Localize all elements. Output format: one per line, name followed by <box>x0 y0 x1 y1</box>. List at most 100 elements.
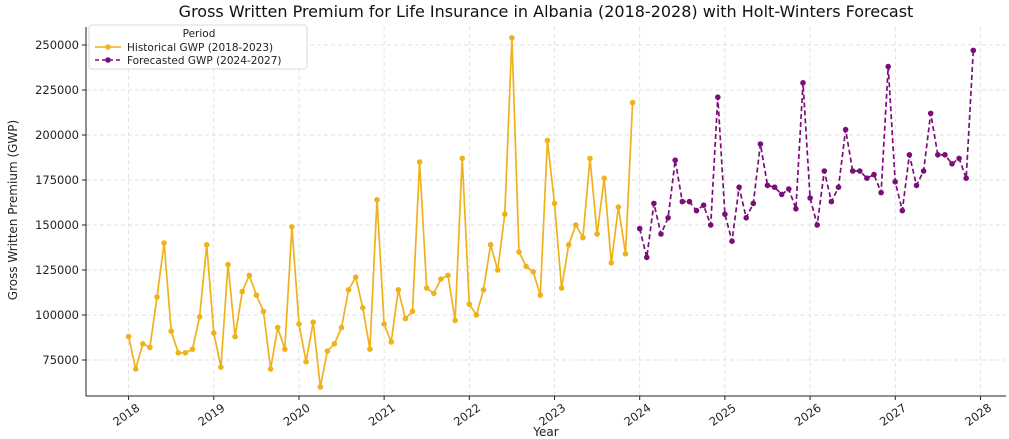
legend: Period Historical GWP (2018-2023) Foreca… <box>88 24 308 70</box>
data-point <box>913 182 920 189</box>
data-point <box>899 207 906 214</box>
data-point <box>594 231 600 237</box>
data-point <box>445 272 451 279</box>
data-point <box>423 285 430 291</box>
data-point <box>494 267 501 273</box>
data-point <box>509 35 515 41</box>
data-point <box>260 308 267 315</box>
data-point <box>800 80 806 86</box>
x-axis-ticks: 2018 2019 2020 2021 2022 2023 2024 2025 2026 2027… <box>110 396 994 429</box>
y-tick-label: 75000 <box>42 353 79 367</box>
data-point <box>743 215 749 221</box>
y-axis-label: Gross Written Premium (GWP) <box>6 120 20 300</box>
data-point <box>431 290 437 297</box>
grid <box>86 27 1006 396</box>
data-point <box>530 269 536 275</box>
data-point <box>161 240 167 246</box>
data-point <box>324 348 331 354</box>
data-point <box>132 366 139 372</box>
data-point <box>857 168 863 174</box>
data-point <box>786 186 792 192</box>
y-tick-label: 250000 <box>35 38 79 52</box>
data-point <box>665 215 671 221</box>
data-point <box>502 211 508 217</box>
chart-title: Gross Written Premium for Life Insurance… <box>179 2 914 21</box>
data-point <box>416 159 423 165</box>
y-tick-label: 125000 <box>35 263 79 277</box>
data-point <box>629 99 636 106</box>
data-point <box>658 231 664 237</box>
data-point <box>821 168 828 174</box>
data-point <box>253 292 260 299</box>
data-point <box>722 211 728 217</box>
data-point <box>807 195 813 201</box>
data-point <box>147 344 153 351</box>
data-point <box>835 184 842 190</box>
data-point <box>374 197 380 203</box>
data-point <box>814 222 820 228</box>
data-point <box>466 301 473 308</box>
data-point <box>239 288 245 295</box>
data-point <box>296 321 302 327</box>
data-point <box>402 315 409 322</box>
x-tick-label: 2026 <box>792 401 824 429</box>
data-point <box>317 384 324 390</box>
data-point <box>282 346 288 353</box>
data-point <box>927 110 934 117</box>
y-axis-ticks: 75000 100000 125000 150000 175000 200000 22500… <box>35 38 86 367</box>
data-point <box>892 179 898 185</box>
x-tick-label: 2027 <box>877 401 909 429</box>
data-point <box>367 346 373 353</box>
data-point <box>885 63 891 70</box>
series-line-forecast <box>638 50 975 259</box>
data-point <box>935 152 941 158</box>
data-point <box>644 254 650 261</box>
data-point <box>218 364 224 371</box>
data-point <box>516 249 522 255</box>
data-point <box>459 155 466 162</box>
data-point <box>168 328 174 335</box>
data-point <box>963 175 969 181</box>
x-tick-label: 2021 <box>366 401 398 429</box>
data-point <box>686 198 693 205</box>
data-point <box>154 294 160 300</box>
data-point <box>140 341 146 347</box>
data-point <box>182 350 189 356</box>
data-point <box>544 137 551 144</box>
legend-title: Period <box>183 28 216 40</box>
data-point <box>700 202 707 208</box>
data-point <box>381 321 387 327</box>
data-point <box>771 184 778 190</box>
y-tick-label: 200000 <box>35 128 79 142</box>
x-tick-label: 2020 <box>281 401 313 429</box>
data-point <box>793 206 799 212</box>
data-point <box>225 261 231 268</box>
data-point <box>878 189 884 196</box>
x-tick-label: 2028 <box>962 401 994 429</box>
data-point <box>203 242 210 248</box>
data-point <box>537 292 544 299</box>
y-tick-label: 150000 <box>35 218 79 232</box>
data-point <box>189 346 196 353</box>
data-point <box>587 155 593 162</box>
data-point <box>331 341 338 347</box>
data-point <box>608 260 615 266</box>
data-point <box>565 242 572 248</box>
data-point <box>750 200 757 207</box>
y-tick-label: 225000 <box>35 83 79 97</box>
data-point <box>693 207 700 214</box>
x-tick-label: 2025 <box>707 401 739 429</box>
data-point <box>622 251 629 257</box>
data-point <box>558 285 565 291</box>
data-point <box>778 191 785 198</box>
data-point <box>232 333 238 340</box>
data-point <box>615 204 622 210</box>
data-point <box>601 175 607 181</box>
legend-box <box>88 24 308 70</box>
data-point <box>920 168 927 174</box>
data-point <box>345 287 352 293</box>
data-point <box>303 359 309 365</box>
data-point <box>679 198 686 205</box>
data-point <box>729 238 735 244</box>
